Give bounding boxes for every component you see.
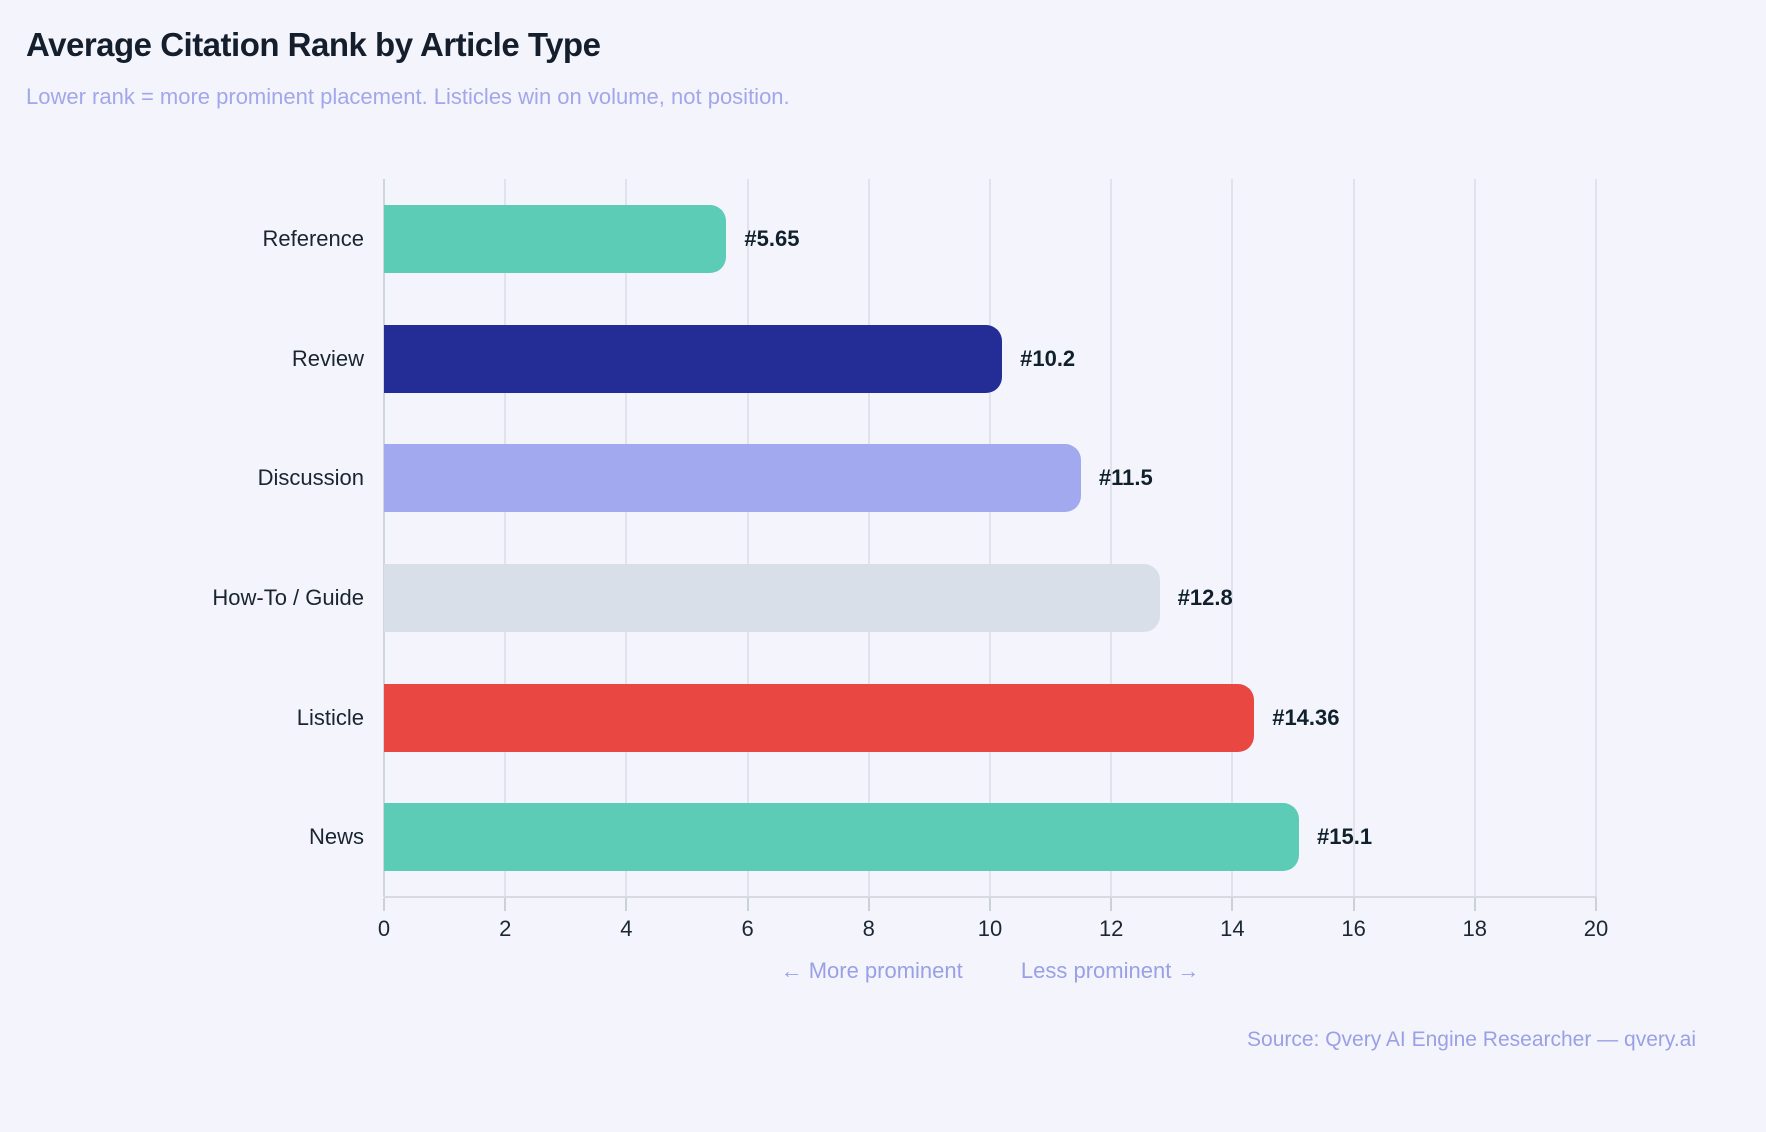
bar-track: #10.2 xyxy=(384,324,1596,393)
less-prominent-hint: Less prominent → xyxy=(1020,958,1200,983)
axis-tick xyxy=(1595,898,1597,911)
gridline xyxy=(1231,179,1234,897)
axis-tick-label: 6 xyxy=(741,916,754,941)
page-subtitle: Lower rank = more prominent placement. L… xyxy=(26,84,790,109)
bar xyxy=(384,444,1081,513)
category-label: Discussion xyxy=(257,465,364,491)
bar-track: #14.36 xyxy=(384,683,1596,752)
bar-row: Review #10.2 xyxy=(0,299,1596,419)
gridline xyxy=(504,179,507,897)
source-attribution: Source: Qvery AI Engine Researcher — qve… xyxy=(1247,1028,1696,1051)
axis-tick xyxy=(989,898,991,911)
chart-gridlines xyxy=(383,179,1597,897)
gridline xyxy=(1110,179,1113,897)
axis-tick xyxy=(383,898,385,911)
bar-row: Discussion #11.5 xyxy=(0,418,1596,538)
bar-track: #11.5 xyxy=(384,444,1596,513)
axis-tick xyxy=(867,898,870,911)
axis-tick-label: 10 xyxy=(977,916,1003,941)
axis-tick xyxy=(1110,898,1113,911)
bar-row: Listicle #14.36 xyxy=(0,658,1596,778)
bar xyxy=(384,683,1255,752)
axis-tick xyxy=(504,898,507,911)
gridline xyxy=(746,179,749,897)
bar xyxy=(384,803,1300,872)
axis-tick-label: 8 xyxy=(862,916,875,941)
bar-track: #5.65 xyxy=(384,204,1596,273)
category-label: Reference xyxy=(262,225,364,251)
value-label: #11.5 xyxy=(1098,465,1153,491)
bar-row: Reference #5.65 xyxy=(0,179,1596,299)
axis-tick-label: 18 xyxy=(1462,916,1488,941)
value-label: #15.1 xyxy=(1317,824,1373,850)
gridline xyxy=(625,179,628,897)
axis-tick-label: 2 xyxy=(499,916,512,941)
axis-tick-label: 14 xyxy=(1220,916,1245,941)
bar-rows: Reference #5.65 Review #10.2 Discussion #11.5… xyxy=(0,179,1596,897)
bar-row: How-To / Guide #12.8 xyxy=(0,538,1596,658)
bar xyxy=(384,324,1003,393)
bar-track: #12.8 xyxy=(384,563,1596,632)
gridline xyxy=(1595,179,1597,897)
category-label: News xyxy=(308,824,364,850)
axis-tick xyxy=(746,898,749,911)
gridline xyxy=(1473,179,1476,897)
axis-tick-label: 0 xyxy=(377,916,391,941)
value-label: #14.36 xyxy=(1272,704,1340,730)
bar xyxy=(384,563,1160,632)
bar xyxy=(384,204,727,273)
bar-row: News #15.1 xyxy=(0,777,1596,897)
axis-tick xyxy=(1352,898,1355,911)
axis-tick xyxy=(625,898,628,911)
axis-tick-label: 12 xyxy=(1098,916,1124,941)
bar-chart: Reference #5.65 Review #10.2 Discussion #11.5… xyxy=(0,179,1597,897)
more-prominent-hint: ← More prominent xyxy=(780,958,963,983)
category-label: How-To / Guide xyxy=(212,584,364,610)
axis-tick xyxy=(1231,898,1234,911)
gridline xyxy=(989,179,991,897)
axis-tick-label: 16 xyxy=(1341,916,1366,941)
bar-track: #15.1 xyxy=(384,803,1596,872)
value-label: #12.8 xyxy=(1177,584,1233,610)
x-axis-line xyxy=(384,896,1597,898)
category-label: Review xyxy=(291,345,364,371)
gridline xyxy=(1352,179,1355,897)
page-title: Average Citation Rank by Article Type xyxy=(26,26,601,63)
axis-tick xyxy=(1473,898,1476,911)
zero-gridline xyxy=(383,179,385,897)
value-label: #10.2 xyxy=(1020,345,1076,371)
category-label: Listicle xyxy=(296,704,364,730)
axis-direction-hints: ← More prominent Less prominent → xyxy=(384,958,1596,984)
axis-tick-label: 20 xyxy=(1583,916,1609,941)
value-label: #5.65 xyxy=(744,225,800,251)
axis-tick-label: 4 xyxy=(620,916,633,941)
gridline xyxy=(867,179,870,897)
